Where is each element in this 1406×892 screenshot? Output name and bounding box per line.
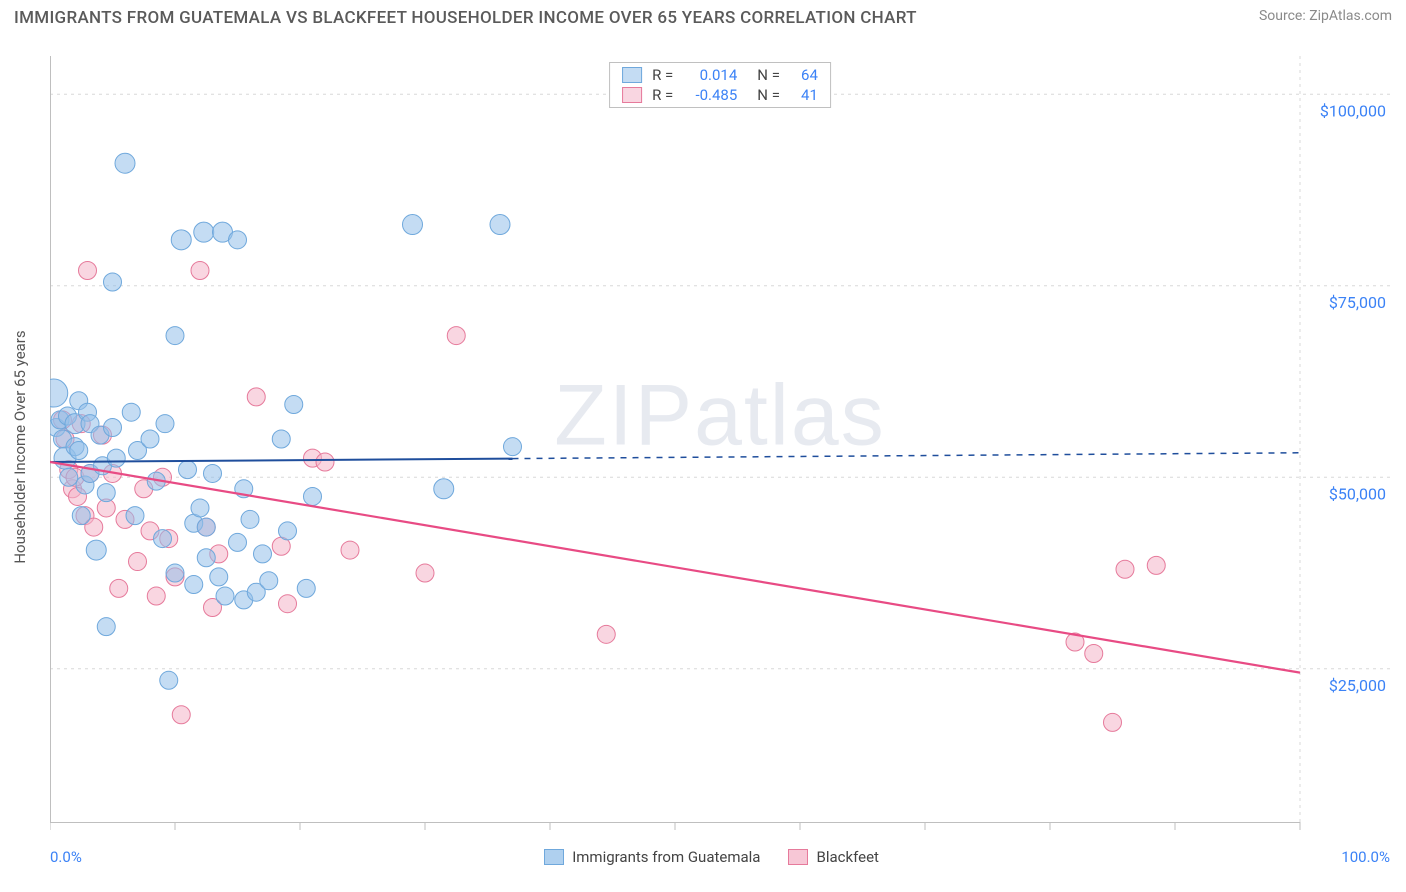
chart-area: Householder Income Over 65 years $25,000… — [50, 56, 1390, 838]
svg-text:$100,000: $100,000 — [1320, 101, 1386, 120]
r-value-guatemala: 0.014 — [681, 66, 737, 84]
y-axis-label: Householder Income Over 65 years — [11, 330, 29, 563]
swatch-pink-icon — [788, 849, 808, 865]
n-value-guatemala: 64 — [788, 66, 818, 84]
swatch-pink-icon — [622, 87, 642, 103]
legend-item-blackfeet: Blackfeet — [788, 848, 878, 866]
series-label-guatemala: Immigrants from Guatemala — [572, 848, 760, 866]
n-value-blackfeet: 41 — [788, 86, 818, 104]
x-axis-max-label: 100.0% — [1341, 848, 1390, 866]
svg-text:$75,000: $75,000 — [1329, 293, 1386, 312]
legend-bottom: 0.0% Immigrants from Guatemala Blackfeet… — [50, 848, 1390, 866]
legend-row-blackfeet: R = -0.485 N = 41 — [610, 85, 830, 105]
legend-correlation: R = 0.014 N = 64 R = -0.485 N = 41 — [609, 62, 831, 108]
scatter-plot: $25,000 $50,000 $75,000 $100,000 — [50, 56, 1390, 838]
x-axis-min-label: 0.0% — [50, 848, 82, 866]
legend-row-guatemala: R = 0.014 N = 64 — [610, 65, 830, 85]
chart-title: IMMIGRANTS FROM GUATEMALA VS BLACKFEET H… — [14, 8, 917, 28]
swatch-blue-icon — [622, 67, 642, 83]
swatch-blue-icon — [544, 849, 564, 865]
source-label: Source: ZipAtlas.com — [1259, 8, 1392, 24]
series-label-blackfeet: Blackfeet — [816, 848, 878, 866]
legend-item-guatemala: Immigrants from Guatemala — [544, 848, 760, 866]
svg-text:$50,000: $50,000 — [1329, 484, 1386, 503]
r-value-blackfeet: -0.485 — [681, 86, 737, 104]
svg-text:$25,000: $25,000 — [1329, 676, 1386, 695]
